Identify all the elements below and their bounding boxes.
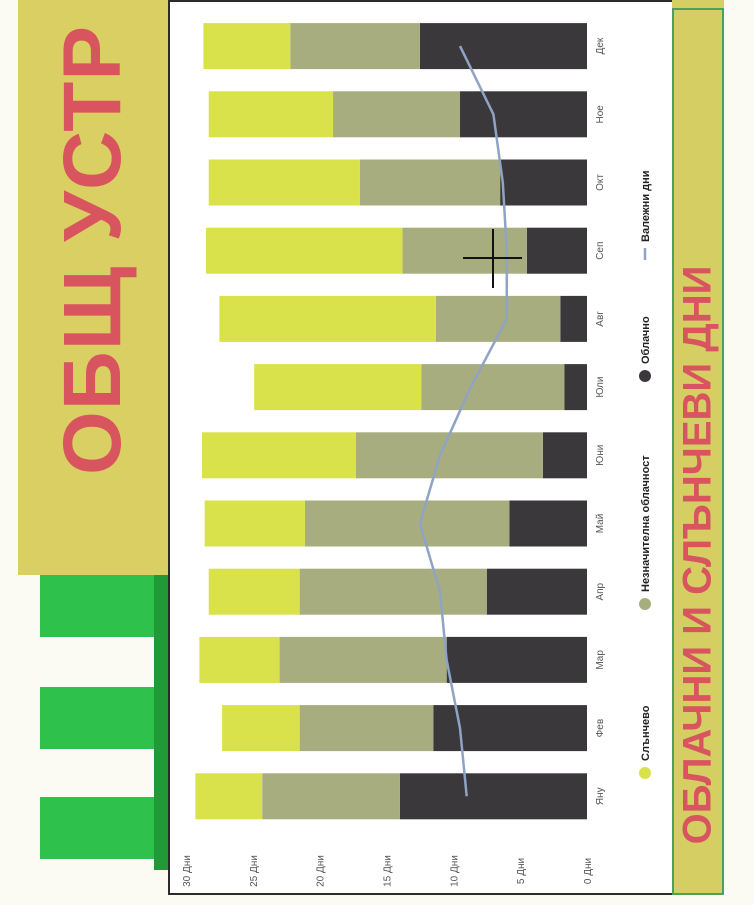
line-rain-days bbox=[418, 45, 509, 797]
green-bar-2 bbox=[40, 687, 166, 749]
bar-Окт-0 bbox=[500, 159, 587, 206]
bar-Окт-2 bbox=[208, 159, 360, 206]
bar-Мар-2 bbox=[199, 636, 280, 683]
bar-Ное-0 bbox=[460, 91, 587, 138]
bar-Апр-1 bbox=[299, 568, 487, 615]
bar-Ное-2 bbox=[208, 91, 334, 138]
title-panel bbox=[18, 0, 168, 575]
bar-Юли-1 bbox=[421, 364, 565, 411]
legend-marker-2 bbox=[639, 370, 651, 382]
bar-Фев-2 bbox=[222, 705, 300, 752]
y-tick-label: 25 Дни bbox=[249, 855, 260, 887]
bar-Дек-1 bbox=[290, 23, 420, 70]
bar-Апр-0 bbox=[486, 568, 587, 615]
y-tick-label: 5 Дни bbox=[516, 858, 527, 884]
x-tick-label: Фев bbox=[595, 719, 606, 737]
green-edge bbox=[154, 575, 168, 870]
bar-Мар-1 bbox=[279, 636, 447, 683]
bar-Мар-0 bbox=[446, 636, 587, 683]
bar-Юли-2 bbox=[254, 364, 422, 411]
legend-label-0: Слънчево bbox=[640, 705, 652, 761]
x-tick-label: Юли bbox=[595, 377, 606, 398]
bar-Юни-0 bbox=[542, 432, 587, 479]
x-tick-label: Сеп bbox=[595, 242, 606, 260]
x-tick-label: Авг bbox=[595, 311, 606, 327]
bar-Май-2 bbox=[204, 500, 305, 547]
y-tick-label: 10 Дни bbox=[449, 855, 460, 887]
bar-Сеп-2 bbox=[206, 227, 403, 274]
x-tick-label: Яну bbox=[595, 787, 606, 805]
x-tick-label: Апр bbox=[595, 582, 606, 600]
bar-Дек-2 bbox=[203, 23, 291, 70]
green-bar-1 bbox=[40, 575, 166, 637]
green-bar-3 bbox=[40, 797, 166, 859]
legend-marker-0 bbox=[639, 767, 651, 779]
bar-Авг-2 bbox=[219, 295, 436, 342]
subtitle-panel bbox=[672, 8, 724, 895]
legend-label-3: Валежни дни bbox=[640, 170, 652, 242]
bar-Сеп-0 bbox=[526, 227, 587, 274]
y-tick-label: 20 Дни bbox=[316, 855, 327, 887]
bar-Май-0 bbox=[509, 500, 587, 547]
legend-label-2: Облачно bbox=[640, 316, 652, 364]
bar-Яну-2 bbox=[195, 773, 263, 820]
subtitle-panel-top bbox=[672, 0, 724, 10]
bar-Дек-0 bbox=[419, 23, 587, 70]
x-tick-label: Юни bbox=[595, 445, 606, 466]
legend-label-1: Незначителна облачност bbox=[640, 455, 652, 592]
legend-marker-1 bbox=[639, 598, 651, 610]
bar-Юли-0 bbox=[564, 364, 587, 411]
bar-Сеп-1 bbox=[402, 227, 527, 274]
y-tick-label: 0 Дни bbox=[583, 858, 594, 884]
bar-Яну-0 bbox=[399, 773, 587, 820]
x-tick-label: Мар bbox=[595, 650, 606, 670]
x-tick-label: Дек bbox=[595, 37, 606, 54]
bar-Авг-0 bbox=[560, 295, 587, 342]
bar-Ное-1 bbox=[333, 91, 461, 138]
bar-Фев-1 bbox=[299, 705, 434, 752]
bar-Май-1 bbox=[304, 500, 510, 547]
x-tick-label: Май bbox=[595, 514, 606, 534]
y-tick-label: 15 Дни bbox=[383, 855, 394, 887]
bar-Юни-2 bbox=[202, 432, 356, 479]
y-tick-label: 30 Дни bbox=[182, 855, 193, 887]
x-tick-label: Ное bbox=[595, 105, 606, 124]
bar-Яну-1 bbox=[262, 773, 400, 820]
bar-Юни-1 bbox=[355, 432, 543, 479]
bar-Окт-1 bbox=[359, 159, 501, 206]
bar-Апр-2 bbox=[208, 568, 300, 615]
x-tick-label: Окт bbox=[595, 174, 606, 191]
